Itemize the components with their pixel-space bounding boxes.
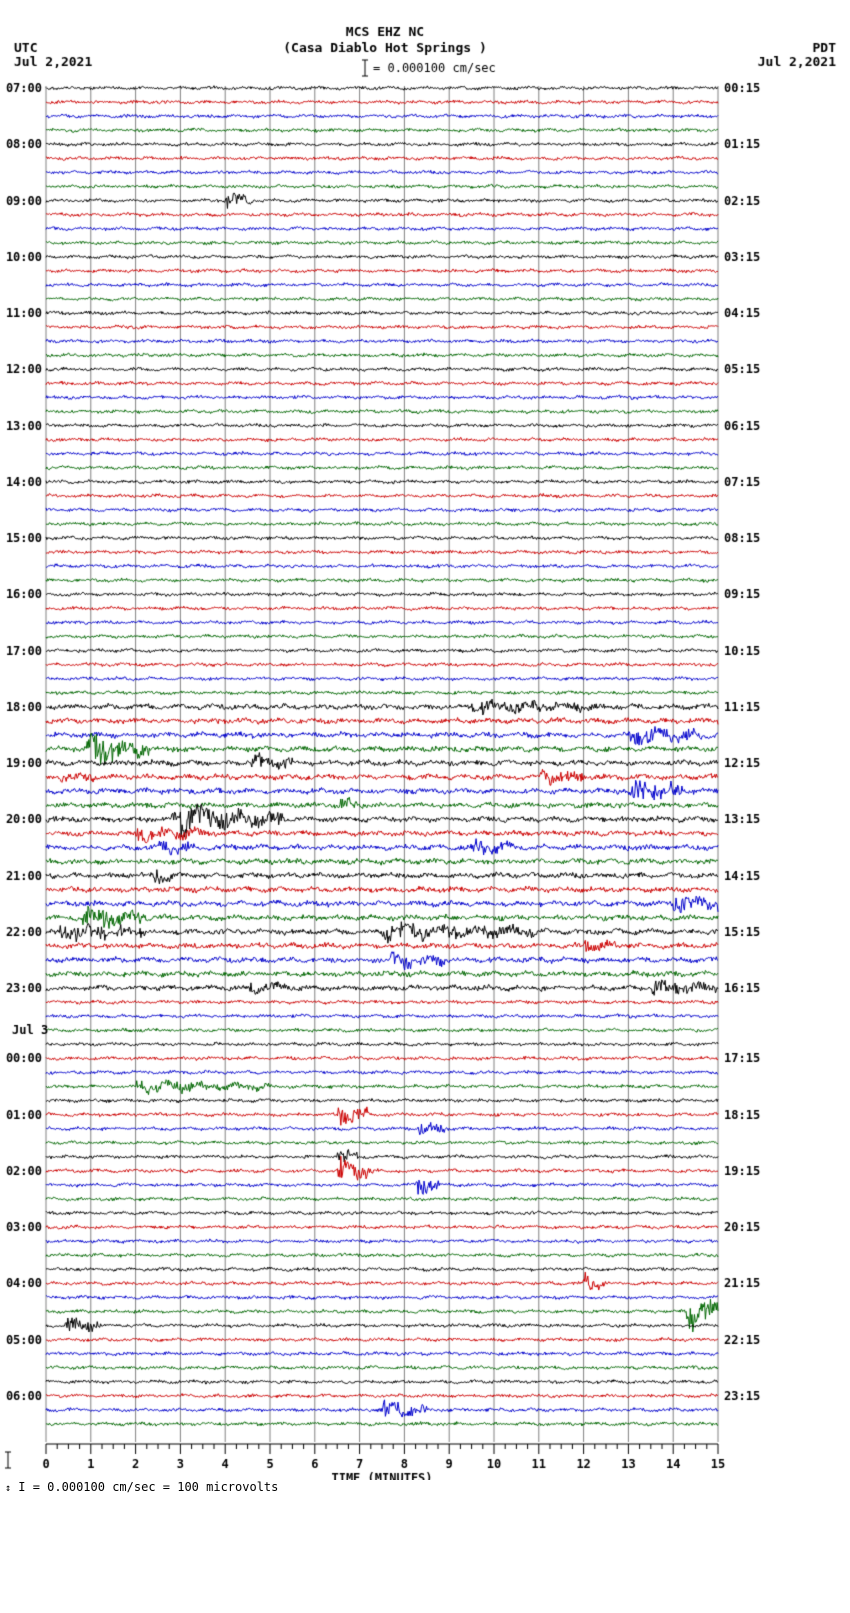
footer-scale-text: ↕ I = 0.000100 cm/sec = 100 microvolts: [0, 1480, 850, 1494]
seismogram-plot: [0, 0, 850, 1480]
